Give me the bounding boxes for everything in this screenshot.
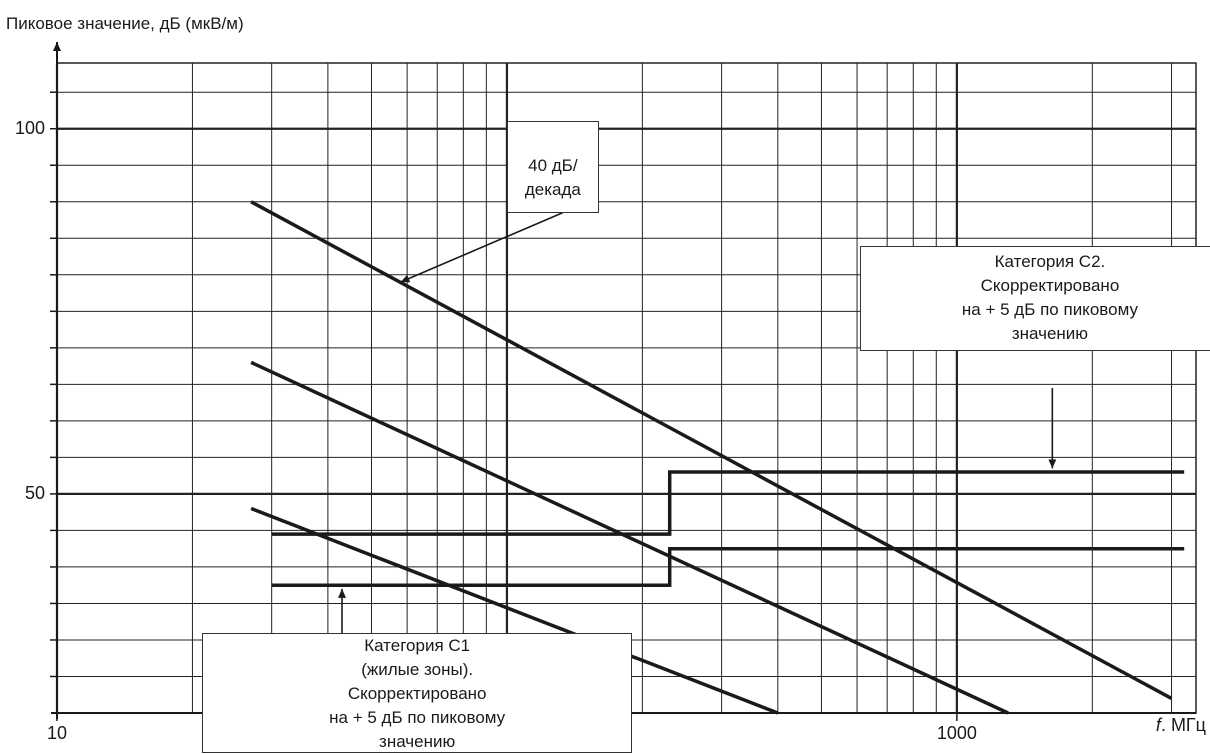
x-axis-unit: . МГц [1160,715,1206,735]
x-tick-label: 10 [46,723,68,743]
annotation-line: на + 5 дБ по пиковому [329,707,506,727]
annotation-line: Категория С2. [994,251,1106,271]
annotation-arrow-1 [400,211,563,283]
x-tick-label: 1000 [936,723,977,743]
annotation-box-2: Категория С2. Скорректировано на + 5 дБ по… [860,245,1210,352]
annotation-line: Скорректировано [980,275,1120,295]
annotation-line: Категория С1 [364,635,471,655]
series-line-3 [250,506,779,715]
series-line-4 [271,470,1185,536]
y-tick-label: 50 [24,483,45,504]
series-line-2 [250,360,1009,715]
annotation-box-1: 40 дБ/декада [506,121,599,213]
x-axis-symbol: f [1155,715,1161,735]
x-axis-label: f. МГц [1156,715,1206,736]
annotation-line: Скорректировано [347,683,487,703]
annotation-text: Категория С2. Скорректировано на + 5 дБ по… [861,247,1210,346]
series-line-5 [271,546,1185,587]
annotation-text: Категория С1 (жилые зоны). Скорректировано… [203,634,631,754]
grid [55,62,1197,714]
annotation-line: значению [1011,323,1089,343]
annotation-line: на + 5 дБ по пиковому [961,299,1138,319]
series-lines [250,200,1185,715]
annotation-text: 40 дБ/декада [508,122,598,202]
y-axis-label: Пиковое значение, дБ (мкВ/м) [6,14,244,33]
y-tick-label: 100 [14,118,45,139]
plot-frame [56,62,1197,714]
annotation-box-3: Категория С1 (жилые зоны). Скорректировано… [201,632,633,754]
annotation-line: (жилые зоны). [361,659,474,679]
series-line-1 [250,200,1173,700]
annotation-line: 40 дБ/декада [524,156,581,200]
